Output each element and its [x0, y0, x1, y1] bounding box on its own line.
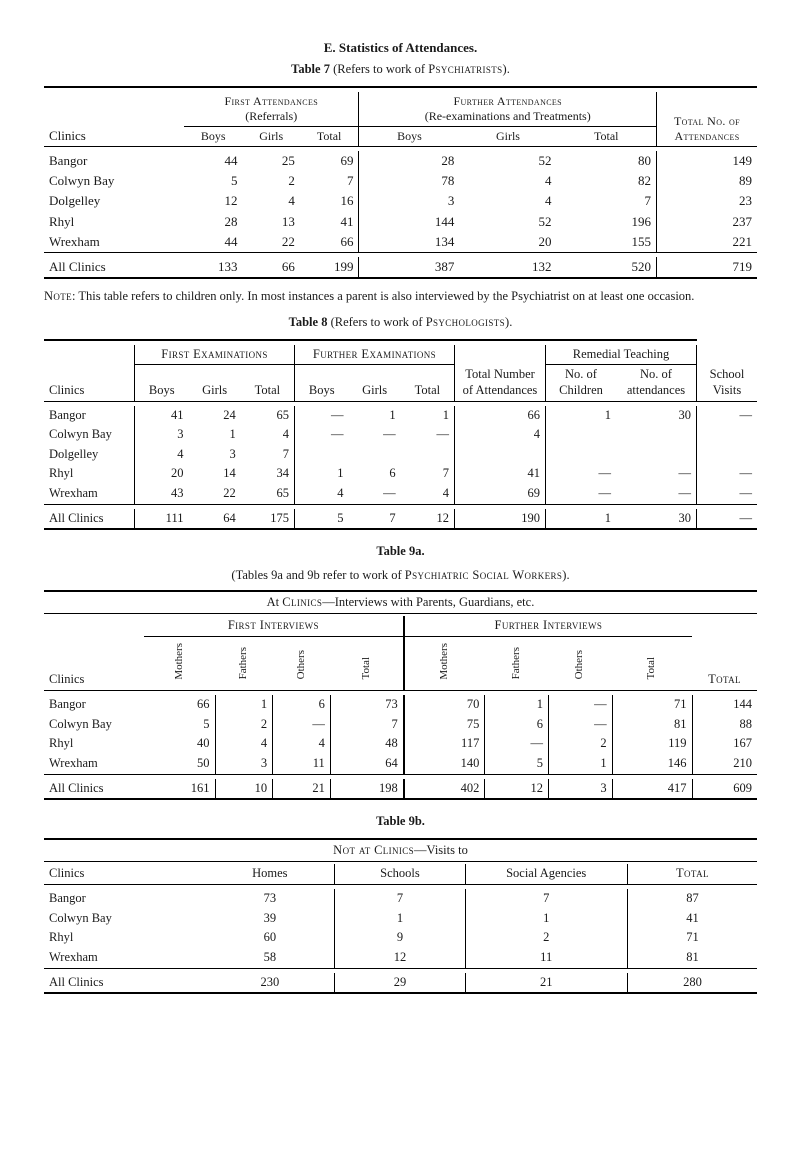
t7-sub-girls1: Girls — [243, 126, 300, 146]
t8-grp-further: Further Examinations — [294, 345, 454, 365]
t7-sub-girls2: Girls — [459, 126, 556, 146]
table7-note: Note: This table refers to children only… — [44, 289, 757, 305]
t7-sub-boys1: Boys — [184, 126, 243, 146]
table9a-intro: (Tables 9a and 9b refer to work of Psych… — [44, 568, 757, 584]
section-head: E. Statistics of Attendances. — [44, 40, 757, 56]
t8-col-clinics: Clinics — [44, 345, 135, 401]
table8-title: Table 8 (Refers to work of Psychologists… — [44, 315, 757, 331]
table7: Clinics First Attendances (Referrals) Fu… — [44, 86, 757, 284]
table7-title-rest: (Refers to work of — [333, 62, 428, 76]
table-row: Rhyl404448117—2119167 — [44, 734, 757, 754]
table-row: Colwyn Bay52—7756—8188 — [44, 715, 757, 735]
table9a: Clinics First Interviews Further Intervi… — [44, 616, 757, 804]
t7-grp-further: Further Attendances (Re-examinations and… — [359, 92, 657, 127]
table7-title-sc: Psychiatrists — [428, 62, 502, 76]
table-row: Bangor737787 — [44, 889, 757, 909]
table7-title: Table 7 (Refers to work of Psychiatrists… — [44, 62, 757, 78]
table-row: Wrexham4322654—469——— — [44, 484, 757, 504]
t9b-col-homes: Homes — [205, 864, 335, 884]
t9a-grp-first: First Interviews — [144, 616, 404, 636]
table-row: Rhyl20143416741——— — [44, 464, 757, 484]
t7-grp-first: First Attendances (Referrals) — [184, 92, 359, 127]
table9b: Clinics Homes Schools Social Agencies To… — [44, 864, 757, 998]
table-row: Wrexham58121181 — [44, 948, 757, 968]
t9a-grp-further: Further Interviews — [404, 616, 692, 636]
table9b-title: Table 9b. — [44, 814, 757, 830]
t9b-col-total: Total — [627, 864, 757, 884]
t7-sub-total1: Total — [300, 126, 359, 146]
table9b-at: Not at Clinics—Visits to — [44, 843, 757, 859]
table-row: Rhyl28134114452196237 — [44, 212, 757, 232]
t9a-total-label: All Clinics — [44, 779, 144, 800]
table9a-title: Table 9a. — [44, 544, 757, 560]
t7-col-clinics: Clinics — [44, 92, 184, 147]
t9b-total-label: All Clinics — [44, 973, 205, 994]
table7-title-prefix: Table 7 — [291, 62, 330, 76]
t8-col-school: School Visits — [697, 345, 758, 401]
t9b-col-clinics: Clinics — [44, 864, 205, 884]
t9b-col-social: Social Agencies — [465, 864, 627, 884]
t8-grp-first: First Examinations — [135, 345, 295, 365]
table9a-at: At Clinics—Interviews with Parents, Guar… — [44, 595, 757, 611]
table-row: Dolgelley1241634723 — [44, 191, 757, 211]
table7-title-close: ). — [503, 62, 510, 76]
t7-total-label: All Clinics — [44, 257, 184, 278]
t7-sub-boys2: Boys — [359, 126, 459, 146]
t7-grp-total: Total No. of Attendances — [657, 92, 758, 147]
table8-title-rest: (Refers to work of — [331, 315, 426, 329]
note-lead: Note — [44, 289, 72, 303]
t8-grp-totalatt: Total Number of Attendances — [455, 345, 546, 401]
t8-total-label: All Clinics — [44, 509, 135, 530]
t9a-col-clinics: Clinics — [44, 616, 144, 690]
table-row: Rhyl609271 — [44, 928, 757, 948]
table-row: Colwyn Bay5277848289 — [44, 171, 757, 191]
t9a-col-total: Total — [692, 616, 757, 690]
t9b-col-schools: Schools — [335, 864, 465, 884]
t8-grp-remedial: Remedial Teaching — [546, 345, 697, 365]
table-row: Colwyn Bay314———4 — [44, 425, 757, 445]
table-row: Dolgelley437 — [44, 445, 757, 465]
table-row: Bangor661673701—71144 — [44, 695, 757, 715]
table-row: Bangor442569285280149 — [44, 151, 757, 171]
table8-title-sc: Psychologists — [426, 315, 505, 329]
table-row: Wrexham44226613420155221 — [44, 232, 757, 253]
table8: Clinics First Examinations Further Exami… — [44, 339, 757, 535]
table8-title-close: ). — [505, 315, 512, 329]
table-row: Bangor412465—1166130— — [44, 406, 757, 426]
table-row: Colwyn Bay391141 — [44, 909, 757, 929]
note-body: : This table refers to children only. In… — [72, 289, 694, 303]
t7-sub-total2: Total — [557, 126, 657, 146]
table8-title-prefix: Table 8 — [289, 315, 328, 329]
table-row: Wrexham503116414051146210 — [44, 754, 757, 774]
